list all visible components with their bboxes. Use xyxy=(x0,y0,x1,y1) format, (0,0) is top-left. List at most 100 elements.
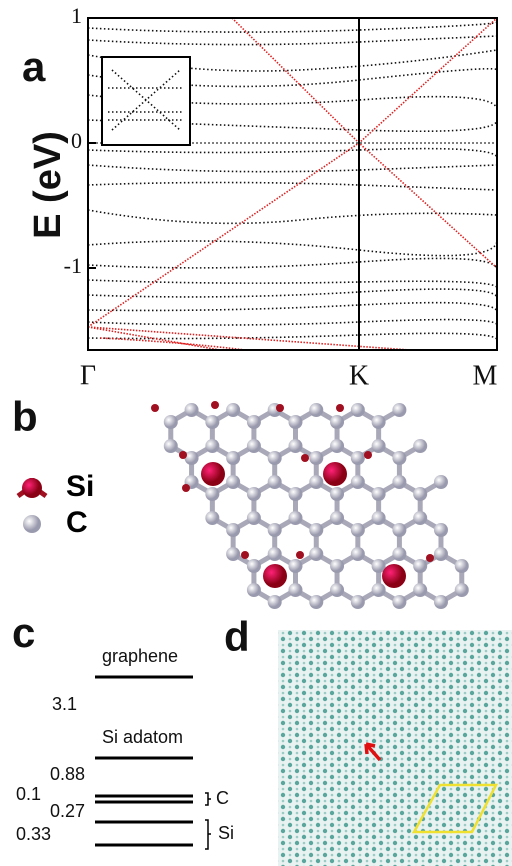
carbon xyxy=(246,511,261,525)
carbon xyxy=(246,559,261,573)
silicon-small xyxy=(211,401,219,409)
y-tick-label: 0 xyxy=(71,128,82,153)
gap-label: 0.27 xyxy=(50,801,85,821)
carbon xyxy=(226,523,241,537)
carbon xyxy=(246,415,261,429)
silicon-small xyxy=(276,404,284,412)
carbon xyxy=(350,451,365,465)
carbon xyxy=(371,487,386,501)
carbon xyxy=(413,487,428,501)
gap-label: 0.1 xyxy=(16,784,41,804)
carbon xyxy=(205,415,220,429)
carbon xyxy=(288,439,303,453)
carbon xyxy=(433,595,448,609)
silicon-small xyxy=(296,551,304,559)
carbon xyxy=(288,415,303,429)
plot-frame xyxy=(87,17,498,351)
arrow xyxy=(364,742,382,762)
silicon xyxy=(323,462,347,486)
carbon xyxy=(413,559,428,573)
gap-label: 3.1 xyxy=(52,694,77,714)
carbon xyxy=(288,511,303,525)
level-label: graphene xyxy=(102,646,178,666)
brackets xyxy=(205,792,211,850)
carbon xyxy=(350,547,365,561)
panel-label: d xyxy=(224,613,250,660)
atomic-structure xyxy=(151,401,469,609)
carbon xyxy=(392,595,407,609)
carbon xyxy=(309,595,324,609)
bracket-label: C xyxy=(216,788,229,808)
carbon xyxy=(163,439,178,453)
carbon xyxy=(392,547,407,561)
carbon xyxy=(350,523,365,537)
silicon xyxy=(382,564,406,588)
carbon xyxy=(371,511,386,525)
level-label: Si adatom xyxy=(102,727,183,747)
panel-label: c xyxy=(12,609,35,656)
x-tick-label: K xyxy=(349,360,369,391)
carbon xyxy=(371,415,386,429)
silicon xyxy=(201,462,225,486)
carbon xyxy=(350,475,365,489)
carbon xyxy=(330,511,345,525)
carbon xyxy=(309,403,324,417)
bracket-label: Si xyxy=(218,823,234,843)
silicon xyxy=(263,564,287,588)
y-tick-label: 1 xyxy=(71,3,82,28)
carbon xyxy=(330,415,345,429)
carbon xyxy=(205,487,220,501)
carbon xyxy=(433,547,448,561)
carbon xyxy=(226,547,241,561)
carbon xyxy=(454,559,469,573)
carbon xyxy=(246,439,261,453)
carbon xyxy=(371,439,386,453)
carbon xyxy=(184,451,199,465)
unit-cell xyxy=(411,783,499,834)
carbon xyxy=(392,523,407,537)
energy-levels xyxy=(95,675,193,847)
silicon-small xyxy=(182,484,190,492)
carbon xyxy=(246,583,261,597)
carbon xyxy=(288,559,303,573)
x-tick-label: Γ xyxy=(80,360,96,391)
carbon xyxy=(413,439,428,453)
carbon xyxy=(288,487,303,501)
carbon xyxy=(433,475,448,489)
silicon-small xyxy=(426,554,434,562)
carbon xyxy=(267,451,282,465)
carbon xyxy=(330,487,345,501)
carbon xyxy=(371,559,386,573)
carbon xyxy=(267,523,282,537)
carbon xyxy=(309,547,324,561)
carbon xyxy=(413,511,428,525)
silicon-small xyxy=(336,404,344,412)
silicon-small xyxy=(241,551,249,559)
carbon xyxy=(226,403,241,417)
carbon xyxy=(267,475,282,489)
carbon xyxy=(330,439,345,453)
carbon xyxy=(309,523,324,537)
legend-label: Si xyxy=(66,470,94,503)
carbon xyxy=(267,595,282,609)
legend-si xyxy=(16,478,48,499)
inset-bands xyxy=(108,69,184,131)
carbon xyxy=(288,583,303,597)
legend-label: C xyxy=(66,506,88,539)
carbon xyxy=(350,595,365,609)
gap-label: 0.88 xyxy=(50,764,85,784)
panel-label: a xyxy=(22,43,46,90)
gap-label: 0.33 xyxy=(16,824,51,844)
silicon-small xyxy=(301,454,309,462)
silicon-small xyxy=(179,451,187,459)
carbon xyxy=(433,523,448,537)
y-tick-label: -1 xyxy=(64,253,82,278)
carbon xyxy=(350,403,365,417)
panel-label: b xyxy=(12,393,38,440)
x-tick-label: M xyxy=(473,360,498,391)
carbon xyxy=(267,547,282,561)
carbon xyxy=(184,403,199,417)
legend-c xyxy=(23,515,41,533)
carbon xyxy=(205,439,220,453)
